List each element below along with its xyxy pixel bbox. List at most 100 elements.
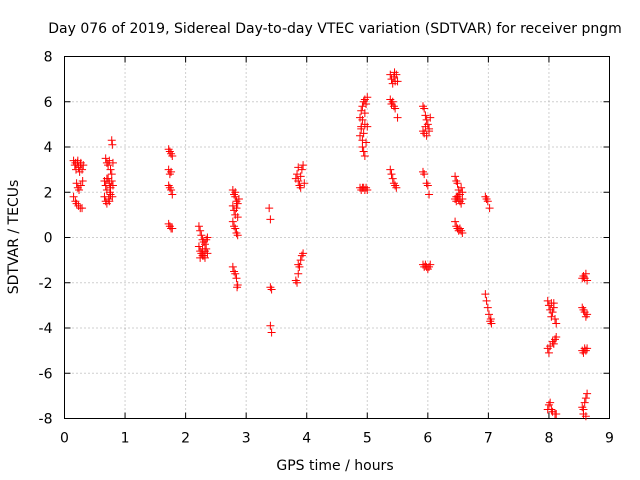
x-tick-label: 1 xyxy=(121,431,130,447)
data-point xyxy=(458,195,467,204)
data-point xyxy=(300,179,309,188)
y-axis-label: SDTVAR / TECUs xyxy=(6,180,22,295)
data-point xyxy=(108,140,117,149)
data-point xyxy=(106,165,115,174)
data-point xyxy=(360,95,369,104)
data-point xyxy=(76,181,85,190)
data-point xyxy=(78,165,87,174)
data-point xyxy=(266,215,275,224)
data-point xyxy=(546,398,555,407)
data-point xyxy=(420,170,429,179)
data-point xyxy=(484,310,493,319)
data-point xyxy=(296,256,305,265)
data-point xyxy=(418,167,427,176)
axis-ticks: 0 1 2 3 4 5 6 7 8 9 -8 -6 -4 -2 0 2 4 6 8 xyxy=(39,50,614,447)
data-point xyxy=(551,314,559,323)
data-point xyxy=(425,127,434,136)
data-point xyxy=(388,97,397,106)
data-point xyxy=(295,181,304,190)
data-point xyxy=(75,185,84,194)
data-point xyxy=(487,319,496,328)
data-point xyxy=(583,276,592,285)
data-point xyxy=(295,262,304,271)
data-point xyxy=(581,394,590,403)
data-point xyxy=(426,260,435,269)
data-point xyxy=(72,179,81,188)
y-tick-label: 2 xyxy=(44,185,53,201)
data-point xyxy=(293,278,302,287)
data-point xyxy=(481,290,490,299)
data-point xyxy=(168,152,177,161)
data-point xyxy=(552,319,561,328)
data-point xyxy=(299,249,308,258)
data-point xyxy=(194,222,203,231)
data-point xyxy=(296,183,305,192)
y-tick-label: -8 xyxy=(39,412,53,428)
data-point xyxy=(458,228,467,237)
data-point xyxy=(581,412,590,421)
data-point xyxy=(165,170,174,179)
data-point xyxy=(105,197,114,206)
y-tick-label: -2 xyxy=(39,276,53,292)
data-point xyxy=(78,176,87,185)
grid-lines xyxy=(64,56,610,419)
data-point xyxy=(231,188,240,197)
data-point xyxy=(420,104,429,113)
data-point xyxy=(583,389,592,398)
data-point xyxy=(106,190,115,199)
data-point xyxy=(486,317,495,326)
data-point xyxy=(421,111,430,120)
data-point xyxy=(168,190,177,199)
x-tick-label: 4 xyxy=(302,431,311,447)
data-point xyxy=(69,192,78,201)
data-point xyxy=(294,260,303,269)
chart-title: Day 076 of 2019, Sidereal Day-to-day VTE… xyxy=(48,21,622,37)
y-tick-label: -6 xyxy=(39,366,53,382)
data-point xyxy=(457,183,466,192)
data-point xyxy=(549,299,558,308)
data-point xyxy=(233,199,242,208)
data-point xyxy=(386,165,395,174)
data-point xyxy=(228,262,237,271)
data-point xyxy=(196,226,205,235)
data-point xyxy=(360,152,369,161)
data-point xyxy=(203,233,212,242)
data-point xyxy=(425,190,434,199)
x-tick-label: 2 xyxy=(181,431,190,447)
data-point xyxy=(78,204,87,213)
x-tick-label: 6 xyxy=(423,431,432,447)
data-point xyxy=(358,143,367,151)
data-point xyxy=(363,185,372,194)
data-point xyxy=(104,161,113,170)
x-tick-label: 0 xyxy=(60,431,69,447)
data-point xyxy=(200,240,209,249)
x-tick-label: 7 xyxy=(484,431,493,447)
data-point xyxy=(73,156,82,165)
data-point xyxy=(388,174,397,183)
data-point xyxy=(452,176,461,185)
data-point xyxy=(107,176,116,185)
data-point xyxy=(293,170,302,179)
data-point xyxy=(482,195,491,204)
data-point xyxy=(387,170,396,179)
y-tick-label: -4 xyxy=(39,321,53,337)
data-point xyxy=(233,231,242,240)
data-point xyxy=(548,308,557,317)
data-point xyxy=(483,197,492,206)
data-point xyxy=(102,174,111,183)
data-point xyxy=(76,161,85,170)
data-point xyxy=(294,176,303,185)
data-point xyxy=(294,163,303,172)
data-point xyxy=(360,109,369,118)
data-point xyxy=(392,183,401,192)
data-point xyxy=(232,274,241,283)
data-point xyxy=(453,179,462,188)
data-point xyxy=(451,217,460,226)
data-point xyxy=(233,213,242,222)
data-point xyxy=(421,122,430,131)
data-point xyxy=(422,115,431,124)
y-tick-label: 4 xyxy=(44,140,53,156)
data-point xyxy=(359,147,368,156)
x-tick-label: 9 xyxy=(605,431,614,447)
